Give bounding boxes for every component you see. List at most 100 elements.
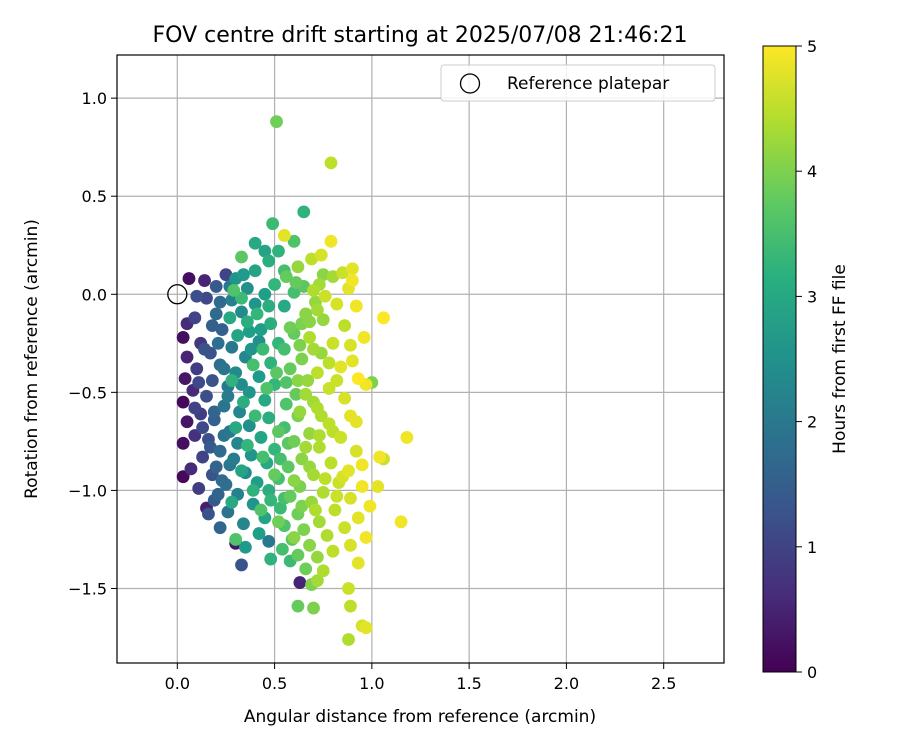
data-point	[207, 405, 221, 419]
data-point	[217, 362, 231, 376]
data-point	[217, 399, 231, 413]
data-point	[221, 505, 235, 519]
data-point	[301, 374, 315, 387]
data-point	[363, 499, 377, 513]
data-point	[202, 507, 215, 521]
data-point	[310, 574, 324, 588]
data-point	[196, 421, 210, 435]
data-point	[312, 429, 326, 442]
data-point	[344, 338, 357, 352]
data-point	[287, 434, 301, 448]
data-point	[281, 460, 295, 474]
data-point	[349, 415, 363, 429]
data-point	[244, 448, 258, 462]
data-point	[248, 264, 262, 278]
data-point	[359, 531, 373, 544]
y-tick-label: 0.5	[82, 187, 107, 206]
data-point	[328, 503, 342, 517]
data-point	[242, 325, 256, 338]
data-point	[209, 460, 223, 474]
data-point	[188, 311, 202, 325]
data-point	[312, 515, 326, 529]
data-point	[254, 431, 268, 444]
data-point	[219, 268, 233, 282]
data-point	[303, 331, 317, 344]
data-point	[211, 336, 225, 350]
data-point	[316, 268, 330, 282]
data-point	[268, 468, 281, 482]
data-point	[254, 503, 268, 517]
data-point	[192, 482, 206, 495]
data-point	[215, 323, 229, 336]
data-point	[293, 338, 307, 352]
data-point	[231, 436, 245, 450]
data-point	[229, 533, 243, 546]
data-point	[322, 356, 336, 370]
data-point	[262, 484, 276, 497]
y-tick-label: 1.0	[82, 89, 107, 108]
data-point	[225, 340, 239, 354]
data-point	[256, 342, 270, 356]
data-point	[248, 236, 262, 250]
legend: Reference platepar	[440, 64, 716, 102]
data-point	[176, 436, 190, 450]
data-point	[342, 633, 355, 646]
data-point	[258, 393, 272, 407]
data-point	[266, 217, 280, 231]
data-point	[213, 521, 227, 535]
data-point	[246, 484, 260, 497]
data-point	[334, 431, 348, 444]
data-point	[307, 342, 320, 356]
data-point	[307, 283, 320, 297]
data-point	[188, 401, 202, 415]
colorbar-tick-label: 1	[807, 538, 817, 557]
data-point	[256, 450, 270, 464]
data-point	[279, 376, 293, 389]
data-point	[176, 331, 190, 344]
data-point	[305, 252, 318, 266]
x-tick-label: 1.0	[359, 674, 384, 693]
data-point	[297, 205, 311, 219]
data-point	[180, 415, 194, 429]
colorbar-label: Hours from first FF file	[830, 264, 850, 454]
data-point	[242, 419, 256, 433]
colorbar: 0 1 2 3 4 5 Hours from first FF file	[762, 37, 850, 682]
data-point	[287, 285, 301, 299]
data-point	[320, 529, 334, 542]
data-point	[318, 472, 332, 486]
data-point	[346, 262, 359, 276]
data-point	[359, 621, 373, 635]
data-point	[357, 331, 371, 344]
data-points	[176, 115, 414, 646]
data-point	[240, 281, 254, 295]
data-point	[279, 397, 293, 411]
data-point	[274, 452, 287, 466]
legend-box	[440, 64, 716, 102]
data-point	[336, 266, 350, 280]
data-point	[229, 421, 243, 435]
colorbar-tick-label: 4	[807, 162, 817, 181]
data-point	[377, 311, 390, 325]
data-point	[283, 362, 297, 376]
data-point	[262, 254, 276, 268]
data-point	[213, 295, 227, 309]
data-point	[258, 287, 272, 301]
data-point	[227, 452, 241, 466]
data-point	[310, 303, 324, 317]
data-point	[299, 387, 313, 401]
data-point	[264, 552, 278, 566]
colorbar-gradient	[762, 45, 797, 673]
data-point	[264, 356, 278, 370]
data-point	[349, 444, 363, 458]
data-point	[279, 270, 293, 284]
data-point	[198, 342, 211, 356]
data-point	[275, 542, 289, 556]
data-point	[213, 444, 227, 458]
chart-title: FOV centre drift starting at 2025/07/08 …	[153, 23, 688, 48]
data-point	[289, 276, 303, 289]
data-point	[270, 366, 283, 380]
data-point	[326, 336, 340, 350]
data-point	[260, 382, 274, 395]
data-point	[283, 489, 297, 503]
